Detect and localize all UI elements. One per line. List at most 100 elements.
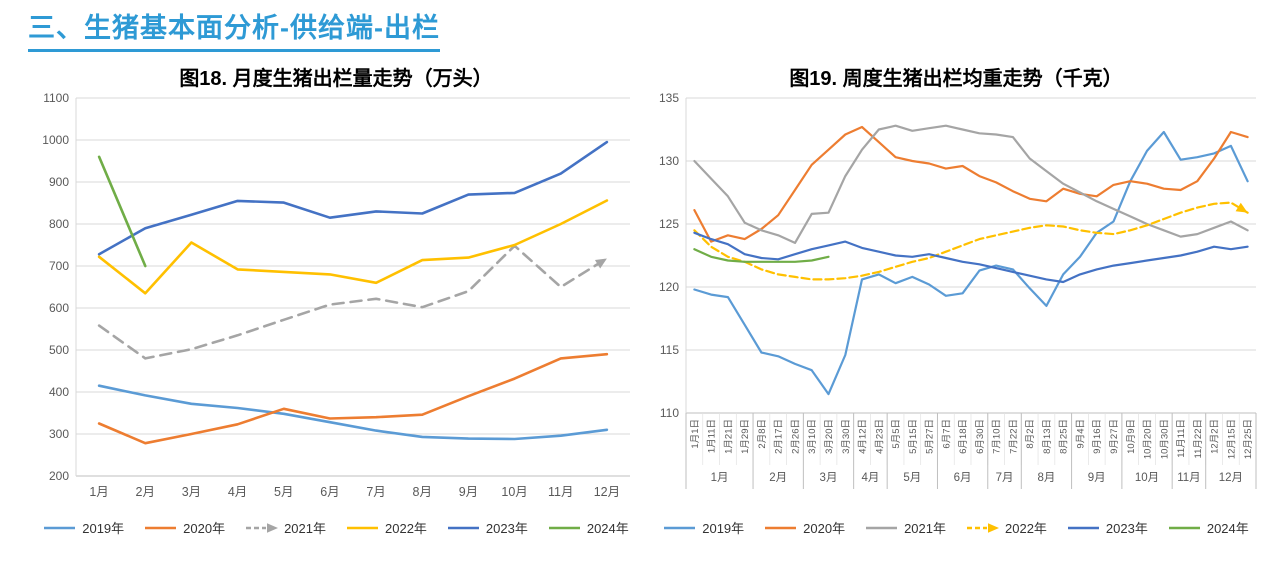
legend-label: 2024年 [586, 521, 629, 536]
legend-label: 2024年 [1206, 521, 1249, 536]
legend-item-2023年: 2023年 [447, 518, 528, 537]
legend-label: 2022年 [385, 521, 427, 536]
page-title: 三、生猪基本面分析-供给端-出栏 [28, 6, 440, 52]
legend-marker-2020年 [765, 526, 797, 529]
x-axis-month-label: 6月 [954, 472, 972, 484]
x-axis-date-label: 5月15日 [908, 419, 919, 454]
x-axis-tick-label: 11月 [548, 485, 573, 499]
x-axis-date-label: 3月10日 [807, 419, 818, 454]
y-axis-tick-label: 400 [49, 385, 69, 399]
y-axis-tick-label: 110 [660, 406, 679, 420]
legend-marker-2024年 [1168, 526, 1200, 529]
x-axis-month-label: 8月 [1037, 472, 1055, 484]
x-axis-date-label: 5月5日 [891, 419, 902, 449]
x-axis-month-label: 11月 [1177, 472, 1200, 484]
x-axis-date-label: 4月23日 [874, 419, 885, 454]
legend-item-2024年: 2024年 [548, 518, 629, 537]
chart-weekly-average-weight: 图19. 周度生猪出栏均重走势（千克） 110 115 120 125 130 135 1月… [650, 50, 1262, 565]
y-axis-tick-label: 115 [660, 343, 679, 357]
x-axis-month-label: 10月 [1135, 472, 1159, 484]
x-axis-date-label: 10月9日 [1126, 419, 1137, 454]
legend-marker-2022年 [347, 526, 378, 529]
legend-label: 2021年 [904, 521, 946, 536]
series-arrow-2021年 [594, 258, 607, 269]
series-line-2020年 [693, 125, 1249, 243]
y-axis-tick-label: 1100 [43, 91, 69, 105]
legend-label: 2023年 [485, 521, 528, 536]
y-axis-tick-label: 130 [659, 154, 679, 168]
x-axis-date-label: 1月1日 [690, 419, 701, 449]
legend-label: 2023年 [1105, 521, 1148, 536]
x-axis-date-label: 5月27日 [925, 419, 936, 454]
legend-marker-2023年 [447, 526, 479, 529]
x-axis-date-label: 9月16日 [1092, 419, 1103, 454]
x-axis-date-label: 2月17日 [774, 419, 785, 454]
legend-marker-2020年 [145, 526, 177, 529]
series-line-2019年 [693, 130, 1249, 396]
legend-label: 2020年 [183, 521, 226, 536]
x-axis-date-label: 8月2日 [1025, 419, 1036, 449]
series-line-2023年 [693, 231, 1249, 284]
x-axis-month-label: 2月 [769, 472, 787, 484]
legend-item-2021年: 2021年 [245, 518, 326, 537]
x-axis-date-label: 12月2日 [1210, 419, 1221, 454]
y-axis-tick-label: 120 [659, 280, 679, 294]
chart-monthly-slaughter-volume: 图18. 月度生猪出栏量走势（万头） 200 300 400 500 600 700 800… [30, 50, 642, 565]
x-axis-tick-label: 12月 [594, 485, 620, 499]
x-axis-month-label: 1月 [711, 472, 729, 484]
x-axis-date-label: 3月20日 [824, 419, 835, 454]
y-axis-tick-label: 600 [49, 301, 69, 315]
x-axis-date-label: 1月29日 [740, 419, 751, 454]
y-axis-tick-label: 200 [49, 469, 69, 483]
x-axis-date-label: 1月21日 [723, 419, 734, 454]
x-axis-month-label: 5月 [903, 472, 921, 484]
x-axis-month-label: 7月 [996, 472, 1014, 484]
legend-item-2020年: 2020年 [144, 518, 225, 537]
y-axis-tick-label: 300 [49, 427, 69, 441]
x-axis-tick-label: 9月 [459, 485, 478, 499]
series-line-2019年 [97, 384, 609, 441]
x-axis-date-label: 3月30日 [841, 419, 852, 454]
chart1-legend: 2019年 2020年 2021年 2022年 2023年 2024年 [30, 518, 642, 537]
x-axis-date-label: 7月22日 [1008, 419, 1019, 454]
x-axis-date-label: 9月27日 [1109, 419, 1120, 454]
x-axis-date-label: 2月8日 [757, 419, 768, 449]
x-axis-tick-label: 1月 [89, 485, 108, 499]
x-axis-date-label: 2月26日 [790, 419, 801, 454]
x-axis-tick-label: 8月 [413, 485, 432, 499]
x-axis-date-label: 11月11日 [1176, 419, 1187, 458]
y-axis-tick-label: 135 [659, 91, 679, 105]
series-line-2024年 [693, 248, 830, 263]
legend-marker-2019年 [44, 526, 76, 529]
series-line-2023年 [97, 140, 609, 256]
y-axis-tick-label: 800 [49, 217, 69, 231]
legend-marker-2021年 [246, 522, 279, 533]
x-axis-date-label: 10月30日 [1159, 419, 1170, 459]
x-axis-date-label: 9月4日 [1075, 419, 1086, 449]
chart1-title: 图18. 月度生猪出栏量走势（万头） [179, 68, 493, 90]
x-axis-date-label: 11月22日 [1193, 419, 1204, 458]
legend-item-2020年: 2020年 [764, 518, 845, 537]
x-axis-date-label: 10月20日 [1143, 419, 1154, 459]
legend-label: 2019年 [702, 521, 745, 536]
y-axis-tick-label: 1000 [42, 133, 69, 147]
y-axis-tick-label: 700 [49, 259, 69, 273]
x-axis-date-label: 1月11日 [707, 419, 718, 453]
x-axis-tick-label: 5月 [274, 485, 293, 499]
x-axis-date-label: 8月13日 [1042, 419, 1053, 454]
legend-marker-2019年 [664, 526, 696, 529]
x-axis-month-label: 12月 [1219, 472, 1243, 484]
legend-marker-2023年 [1067, 526, 1099, 529]
legend-item-2022年: 2022年 [966, 518, 1047, 537]
series-line-2024年 [97, 155, 147, 268]
x-axis-tick-label: 10月 [501, 485, 527, 499]
x-axis-month-label: 4月 [861, 472, 879, 484]
legend-item-2022年: 2022年 [346, 518, 427, 537]
x-axis-date-label: 8月25日 [1059, 419, 1070, 454]
x-axis-date-label: 6月30日 [975, 419, 986, 454]
x-axis-date-label: 6月7日 [941, 419, 952, 449]
legend-item-2024年: 2024年 [1168, 518, 1249, 537]
series-line-2021年 [97, 244, 609, 360]
